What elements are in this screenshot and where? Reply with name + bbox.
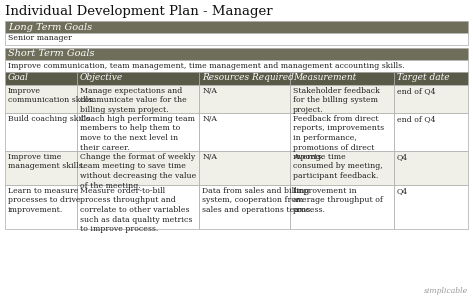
Text: Goal: Goal [8, 74, 29, 82]
Text: Measurement: Measurement [293, 74, 356, 82]
Text: N/A: N/A [202, 115, 218, 123]
Bar [394, 185, 468, 229]
Text: end of Q4: end of Q4 [397, 87, 436, 95]
Text: Change the format of weekly
team meeting to save time
without decreasing the val: Change the format of weekly team meeting… [80, 153, 196, 190]
Bar [5, 185, 77, 229]
Bar [5, 33, 468, 45]
Text: N/A: N/A [202, 153, 218, 161]
Text: Short Term Goals: Short Term Goals [8, 50, 95, 58]
Text: Improvement in
average throughput of
process.: Improvement in average throughput of pro… [293, 187, 383, 214]
Bar [77, 151, 200, 185]
Text: Improve communication, team management, time management and management accountin: Improve communication, team management, … [8, 61, 404, 70]
Bar [200, 113, 290, 151]
Text: end of Q4: end of Q4 [397, 115, 436, 123]
Text: Average time
consumed by meeting,
participant feedback.: Average time consumed by meeting, partic… [293, 153, 383, 180]
Bar [200, 185, 290, 229]
Text: Long Term Goals: Long Term Goals [8, 22, 92, 32]
Bar [394, 151, 468, 185]
Text: Individual Development Plan - Manager: Individual Development Plan - Manager [5, 5, 272, 18]
Bar [394, 85, 468, 113]
Bar [5, 113, 77, 151]
Text: Data from sales and billing
system, cooperation from
sales and operations teams.: Data from sales and billing system, coop… [202, 187, 313, 214]
Text: Improve
communication skills.: Improve communication skills. [8, 87, 95, 104]
Bar [290, 85, 394, 113]
Text: Improve time
management skills.: Improve time management skills. [8, 153, 85, 170]
Bar [290, 185, 394, 229]
Bar [394, 113, 468, 151]
Text: Q4: Q4 [397, 187, 408, 195]
Text: Build coaching skills.: Build coaching skills. [8, 115, 93, 123]
Text: Coach high performing team
members to help them to
move to the next level in
the: Coach high performing team members to he… [80, 115, 195, 152]
Text: N/A: N/A [202, 87, 218, 95]
Text: simplicable: simplicable [424, 287, 468, 295]
Text: Feedback from direct
reports, improvements
in performance,
promotions of direct
: Feedback from direct reports, improvemen… [293, 115, 384, 161]
Bar [77, 185, 200, 229]
Text: Senior manager: Senior manager [8, 34, 72, 43]
Bar [5, 72, 77, 85]
Text: Learn to measure
processes to drive
improvement.: Learn to measure processes to drive impr… [8, 187, 80, 214]
Bar [5, 151, 77, 185]
Text: Manage expectations and
communicate value for the
billing system project.: Manage expectations and communicate valu… [80, 87, 186, 114]
Bar [5, 48, 468, 60]
Bar [77, 113, 200, 151]
Bar [5, 21, 468, 33]
Text: Q4: Q4 [397, 153, 408, 161]
Bar [200, 72, 290, 85]
Text: Target date: Target date [397, 74, 449, 82]
Bar [5, 60, 468, 72]
Text: Stakeholder feedback
for the billing system
project.: Stakeholder feedback for the billing sys… [293, 87, 380, 114]
Bar [77, 85, 200, 113]
Bar [394, 72, 468, 85]
Bar [200, 151, 290, 185]
Text: Objective: Objective [80, 74, 123, 82]
Bar [290, 113, 394, 151]
Bar [290, 72, 394, 85]
Bar [290, 151, 394, 185]
Bar [77, 72, 200, 85]
Bar [200, 85, 290, 113]
Bar [5, 85, 77, 113]
Text: Resources Required: Resources Required [202, 74, 294, 82]
Text: Measure order-to-bill
process throughput and
correlate to other variables
such a: Measure order-to-bill process throughput… [80, 187, 192, 233]
